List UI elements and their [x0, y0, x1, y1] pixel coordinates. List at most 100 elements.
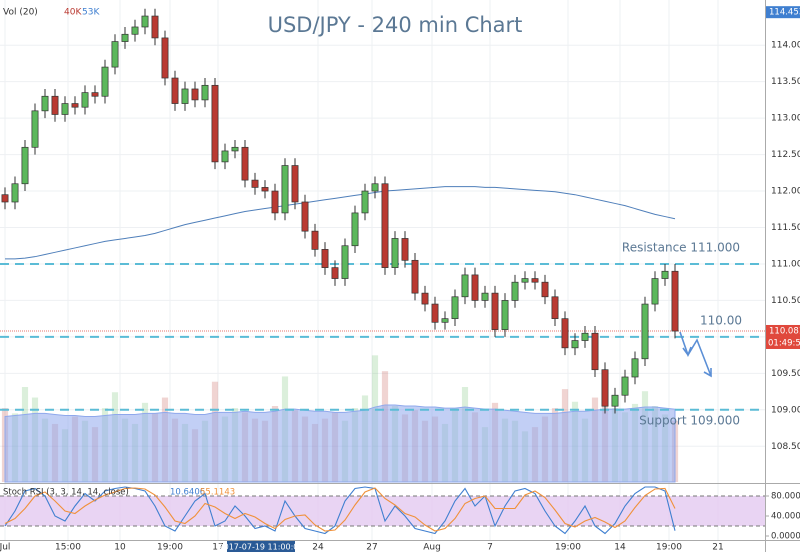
- y-tick-label: 110.500: [771, 296, 800, 306]
- candle-body: [531, 278, 539, 283]
- candle-body: [201, 84, 209, 101]
- candle-body: [461, 274, 469, 298]
- candle-body: [371, 183, 379, 192]
- candle-body: [341, 245, 349, 279]
- y-tick-label: 113.000: [771, 114, 800, 124]
- candle-body: [421, 292, 429, 305]
- candle-body: [271, 190, 279, 214]
- candle-body: [141, 15, 149, 28]
- x-tick-label: 19:00: [555, 543, 581, 552]
- candle-body: [431, 303, 439, 323]
- candle-body: [581, 332, 589, 341]
- candle-body: [221, 150, 229, 163]
- arrow-head: [682, 346, 692, 357]
- volume-ma-area: [4, 404, 676, 483]
- projection-arrows: [679, 331, 712, 378]
- stoch-name: Stoch RSI (3, 3, 14, 14, close): [3, 488, 129, 498]
- candle-body: [131, 26, 139, 35]
- crosshair-tag: [227, 541, 295, 552]
- arrow-head: [703, 368, 712, 378]
- candle-body: [491, 292, 499, 330]
- candle-body: [321, 249, 329, 268]
- candle-body: [211, 84, 219, 163]
- candle-body: [401, 238, 409, 261]
- candle-body: [31, 110, 39, 148]
- stoch-line: [4, 486, 676, 535]
- candle-body: [591, 332, 599, 371]
- candle-body: [481, 292, 489, 301]
- last-price-label: 110.081: [769, 326, 800, 336]
- price-layer: [0, 8, 765, 414]
- volume-layer: [1, 355, 679, 483]
- moving-average: [5, 186, 676, 260]
- candle-body: [661, 270, 669, 279]
- high-marker-tag: [766, 6, 800, 19]
- candle-body: [361, 190, 369, 214]
- countdown-label: 01:49:55: [768, 338, 800, 348]
- y-tick-label: 111.500: [771, 223, 800, 233]
- candle-body: [311, 230, 319, 250]
- countdown-tag: [766, 336, 800, 349]
- candle-body: [351, 212, 359, 247]
- candle-body: [521, 278, 529, 283]
- candle-body: [121, 33, 129, 42]
- candle-body: [651, 278, 659, 305]
- stoch-line: [4, 487, 676, 532]
- volume-legend-value: 40K: [64, 8, 82, 18]
- stoch-value: 10.6406: [170, 488, 205, 498]
- x-tick-label: 19:00: [157, 543, 183, 552]
- candle-body: [231, 146, 239, 152]
- candle-body: [671, 270, 679, 332]
- y-tick-label: 112.000: [771, 187, 800, 197]
- stoch-tick-label: 0.0000: [771, 532, 800, 542]
- level-label: Support 109.000: [639, 413, 740, 427]
- high-marker-label: 114.453: [769, 8, 800, 18]
- y-tick-label: 108.500: [771, 442, 800, 452]
- candle-body: [181, 88, 189, 104]
- y-tick-label: 114.000: [771, 41, 800, 51]
- candle-body: [21, 146, 29, 185]
- x-tick-label: 21: [712, 543, 723, 552]
- x-tick-label: 10: [114, 543, 126, 552]
- y-tick-label: 109.000: [771, 405, 800, 415]
- x-tick-label: Jul: [0, 543, 10, 552]
- candle-body: [471, 274, 479, 301]
- candle-body: [241, 146, 249, 181]
- stoch-tick-label: 80.0000: [771, 492, 800, 502]
- candle-body: [261, 187, 269, 192]
- x-tick-label: 7: [487, 543, 493, 552]
- candle-body: [541, 281, 549, 298]
- projection-path: [679, 331, 712, 377]
- candle-body: [151, 15, 159, 39]
- candle-body: [51, 95, 59, 115]
- x-tick-label: 27: [366, 543, 377, 552]
- candle-body: [561, 318, 569, 349]
- chart-title: USD/JPY - 240 min Chart: [268, 13, 523, 37]
- x-tick-label: 14: [614, 543, 626, 552]
- candle-body: [601, 369, 609, 407]
- candle-body: [91, 92, 99, 97]
- candle-body: [71, 103, 79, 108]
- candle-body: [551, 296, 559, 320]
- candle-body: [41, 95, 49, 112]
- x-tick-label: Aug: [423, 543, 441, 552]
- candle-body: [331, 267, 339, 279]
- candle-body: [161, 37, 169, 79]
- candle-body: [511, 281, 519, 301]
- x-tick-label: 15:00: [55, 543, 81, 552]
- x-tick-label: 17: [212, 543, 223, 552]
- last-price-tag: [766, 324, 800, 337]
- crosshair-label: 2017-07-19 11:00:00: [219, 543, 304, 552]
- candle-body: [451, 296, 459, 320]
- candle-body: [611, 394, 619, 407]
- y-tick-label: 111.000: [771, 259, 800, 269]
- candle-body: [281, 165, 289, 214]
- candle-body: [501, 300, 509, 330]
- stoch-tick-label: 40.0000: [771, 512, 800, 522]
- candle-body: [621, 376, 629, 396]
- candle-body: [171, 77, 179, 104]
- candle-body: [191, 88, 199, 101]
- x-tick-label: 24: [312, 543, 324, 552]
- y-tick-label: 112.500: [771, 150, 800, 160]
- stoch-band: [0, 496, 765, 526]
